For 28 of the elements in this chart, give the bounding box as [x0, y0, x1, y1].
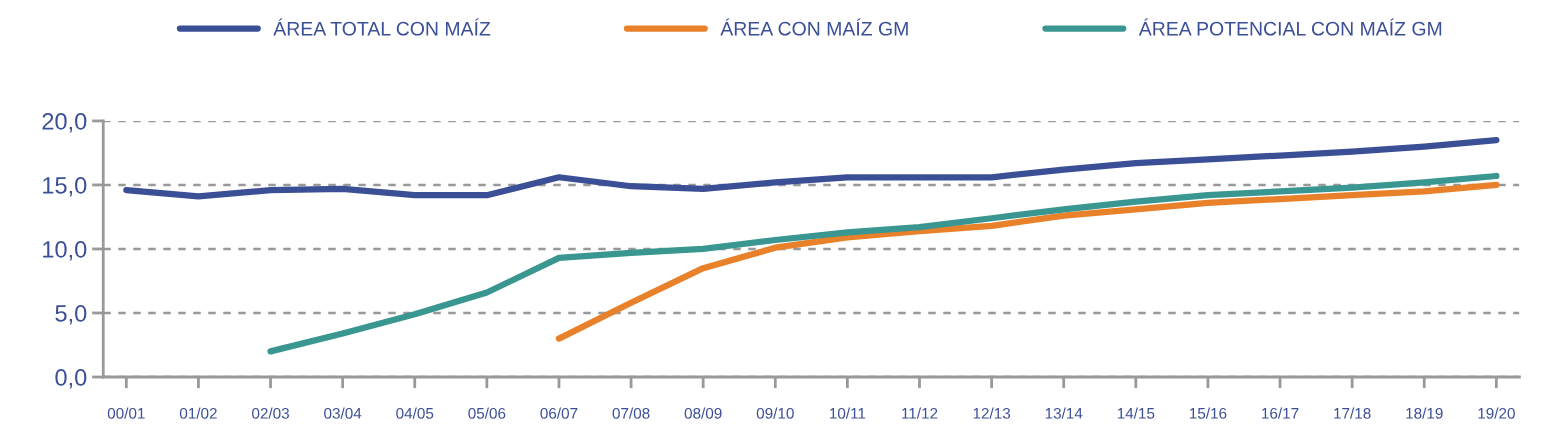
- x-tick-label: 07/08: [612, 407, 650, 419]
- x-tick-label: 09/10: [756, 407, 794, 419]
- y-tick-label: 0,0: [55, 369, 87, 389]
- x-tick-label: 15/16: [1189, 407, 1227, 419]
- y-tick-label: 15,0: [43, 177, 87, 197]
- x-tick-label: 16/17: [1262, 407, 1299, 419]
- x-tick-label: 04/05: [396, 407, 434, 419]
- x-tick-label: 00/01: [107, 407, 145, 419]
- x-tick-label: 08/09: [684, 407, 722, 419]
- x-tick-label: 01/02: [179, 407, 217, 419]
- x-tick-label: 12/13: [973, 407, 1011, 419]
- x-tick-label: 05/06: [468, 407, 506, 419]
- y-tick-label: 5,0: [55, 305, 87, 325]
- x-tick-label: 17/18: [1334, 407, 1371, 419]
- y-tick-label: 10,0: [43, 241, 87, 261]
- x-tick-label: 18/19: [1406, 407, 1443, 419]
- legend-label: ÁREA TOTAL CON MAÍZ: [273, 18, 491, 36]
- x-tick-label: 13/14: [1045, 407, 1083, 419]
- legend-label: ÁREA POTENCIAL CON MAÍZ GM: [1138, 18, 1442, 36]
- x-tick-label: 06/07: [540, 407, 578, 419]
- x-tick-label: 02/03: [252, 407, 289, 419]
- x-tick-label: 14/15: [1117, 407, 1155, 419]
- legend-label: ÁREA CON MAÍZ GM: [720, 18, 908, 36]
- x-tick-label: 11/12: [902, 407, 938, 419]
- x-tick-label: 10/11: [830, 407, 866, 419]
- y-tick-label: 20,0: [42, 113, 87, 133]
- x-tick-label: 03/04: [324, 407, 362, 419]
- x-tick-label: 19/20: [1478, 407, 1515, 419]
